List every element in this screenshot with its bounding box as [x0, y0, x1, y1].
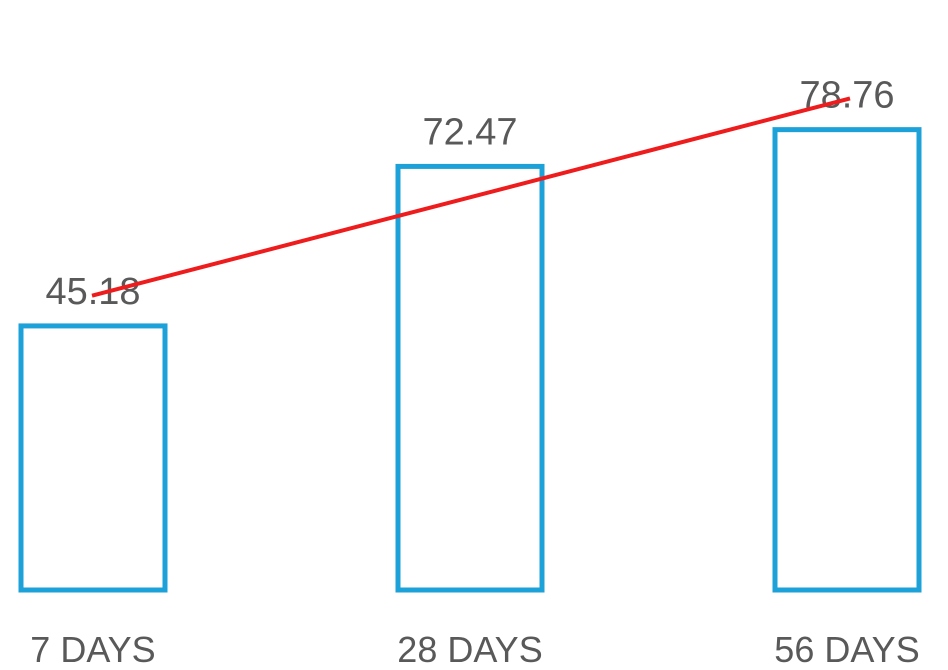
- x-axis-tick-labels: 7 DAYS 28 DAYS 56 DAYS: [30, 629, 919, 670]
- x-tick-label-3: 56 DAYS: [774, 629, 919, 670]
- bar-2: [395, 163, 545, 593]
- data-label-2: 72.47: [422, 111, 517, 153]
- trendline-layer: [91, 96, 851, 298]
- x-tick-label-1: 7 DAYS: [30, 629, 155, 670]
- trendline: [91, 96, 851, 298]
- x-tick-label-2: 28 DAYS: [397, 629, 542, 670]
- bar-3: [772, 127, 922, 593]
- data-label-1: 45.18: [45, 271, 140, 313]
- bar-1: [18, 323, 168, 593]
- value-labels-layer: 45.18 72.47 78.76: [45, 75, 894, 313]
- data-label-3: 78.76: [799, 75, 894, 117]
- bars-layer: [18, 127, 922, 593]
